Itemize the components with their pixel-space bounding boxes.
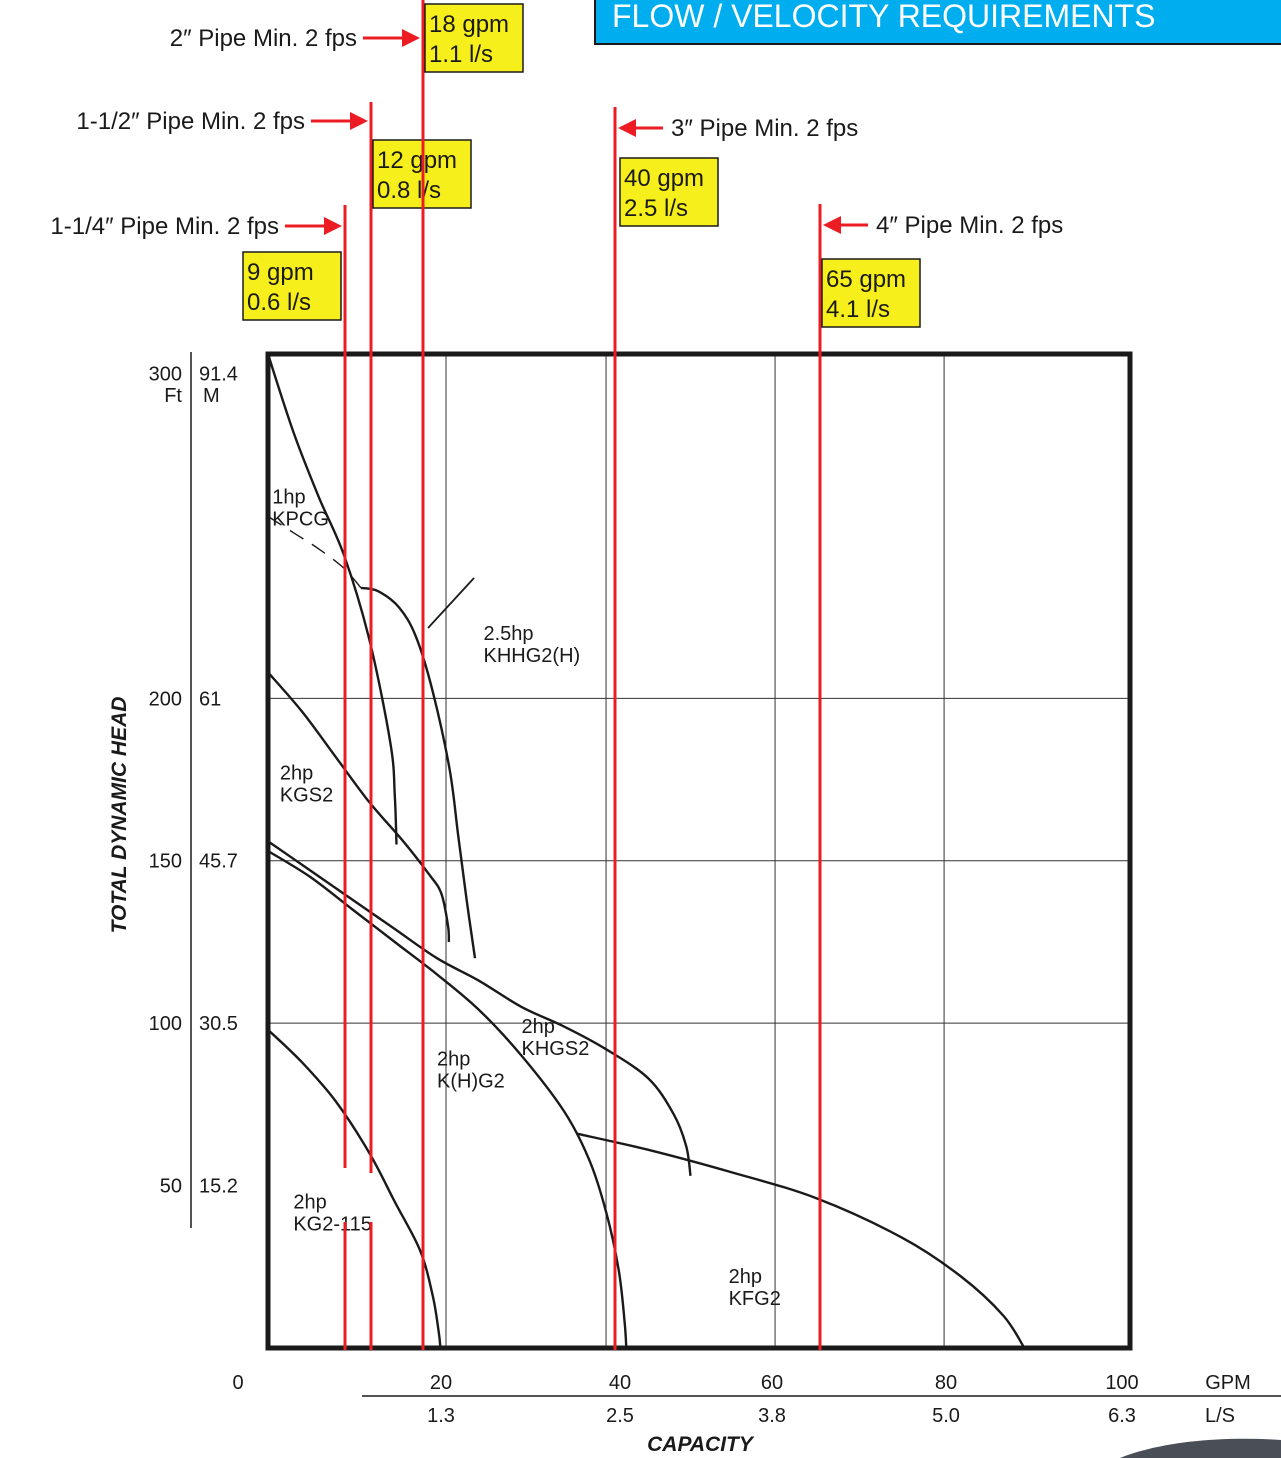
x-tick-gpm: 60 [761, 1372, 783, 1394]
flow-callout-ls: 0.8 l/s [377, 177, 441, 204]
y-tick-m: 45.7 [199, 851, 238, 873]
flow-callout-ls: 2.5 l/s [624, 195, 688, 222]
x-tick-gpm: 100 [1105, 1372, 1138, 1394]
curve-label: KHGS2 [522, 1038, 590, 1060]
flow-callout-box [619, 157, 719, 227]
pipe-arrow-head [324, 217, 342, 235]
pump-curve [267, 840, 692, 1176]
flow-callout-gpm: 40 gpm [624, 165, 704, 192]
y-tick-ft: 100 [149, 1013, 182, 1035]
pipe-label: 3″ Pipe Min. 2 fps [671, 115, 858, 142]
y-tick-m: 61 [199, 688, 221, 710]
pipe-arrow-head [350, 112, 368, 130]
curve-label: 2.5hp [484, 623, 534, 645]
curve-label: 2hp [522, 1016, 555, 1038]
pump-curve [267, 1028, 442, 1349]
x-unit-gpm: GPM [1205, 1372, 1251, 1394]
pump-curve [267, 849, 628, 1349]
flow-callout-box [242, 251, 342, 321]
y-tick-m: 15.2 [199, 1176, 238, 1198]
curve-label: KGS2 [280, 785, 333, 807]
curve-label: 2hp [293, 1191, 326, 1213]
x-tick-gpm: 80 [935, 1372, 957, 1394]
corner-swoosh [1120, 1438, 1281, 1458]
y-tick-ft: 300 [149, 363, 182, 385]
pipe-label: 1-1/4″ Pipe Min. 2 fps [50, 213, 279, 240]
curve-label: 2hp [280, 763, 313, 785]
chart-title: FLOW / VELOCITY REQUIREMENTS [612, 0, 1155, 34]
flow-callout-gpm: 12 gpm [377, 147, 457, 174]
x-tick-gpm: 20 [430, 1372, 452, 1394]
pump-curves: 1hpKPCG2.5hpKHHG2(H)2hpKGS22hpKHGS22hpK(… [266, 353, 1026, 1349]
curve-label: 2hp [437, 1048, 470, 1070]
y-axis-title: TOTAL DYNAMIC HEAD [108, 697, 131, 934]
pump-curve [266, 353, 398, 845]
pipe-label: 1-1/2″ Pipe Min. 2 fps [76, 108, 305, 135]
grid-lines [268, 354, 1130, 1348]
label-leader-line [427, 577, 475, 629]
flow-callout-ls: 4.1 l/s [826, 296, 890, 323]
x-tick-ls: 1.3 [427, 1405, 455, 1427]
flow-callout-gpm: 65 gpm [826, 266, 906, 293]
title-banner [594, 0, 1281, 45]
pump-curve [267, 515, 362, 589]
pump-curve [267, 671, 451, 943]
x-unit-ls: L/S [1205, 1405, 1235, 1427]
x-tick-ls: 3.8 [758, 1405, 786, 1427]
curve-label: KFG2 [729, 1288, 781, 1310]
y-tick-m: 30.5 [199, 1013, 238, 1035]
curve-label: 2hp [729, 1266, 762, 1288]
curve-label: KHHG2(H) [484, 645, 581, 667]
curve-label: 1hp [272, 486, 305, 508]
x-tick-ls: 6.3 [1108, 1405, 1136, 1427]
pipe-arrow-head [402, 29, 420, 47]
x-axis-title: CAPACITY [647, 1433, 755, 1456]
y-tick-m: 91.4 [199, 363, 238, 385]
y-unit-ft: Ft [164, 385, 182, 407]
pipe-arrow-head [618, 119, 636, 137]
flow-callout-box [424, 3, 524, 73]
x-tick-gpm: 40 [609, 1372, 631, 1394]
pump-curve [576, 1132, 1026, 1349]
flow-callout-box [821, 258, 921, 328]
x-tick-ls: 5.0 [932, 1405, 960, 1427]
flow-callout-gpm: 18 gpm [429, 11, 509, 38]
pipe-velocity-lines: 9 gpm 0.6 l/s 1-1/4″ Pipe Min. 2 fps 12 gpm… [50, 0, 1063, 1350]
plot-border [265, 351, 1133, 1351]
curve-label: KPCG [272, 508, 329, 530]
y-unit-m: M [203, 385, 220, 407]
y-tick-ft: 50 [160, 1176, 182, 1198]
x-tick-ls: 2.5 [606, 1405, 634, 1427]
pipe-label: 4″ Pipe Min. 2 fps [876, 212, 1063, 239]
axes: Ft M 300 91.4 200 61 150 45.7 100 30.5 50 15.2 0 20 1.… [149, 352, 1281, 1427]
flow-callout-ls: 1.1 l/s [429, 41, 493, 68]
plot-frame [265, 351, 1133, 1351]
y-tick-ft: 200 [149, 688, 182, 710]
flow-callout-gpm: 9 gpm [247, 259, 314, 286]
flow-callout-ls: 0.6 l/s [247, 289, 311, 316]
x-tick-gpm: 0 [232, 1372, 243, 1394]
pump-curve [360, 586, 477, 959]
y-tick-ft: 150 [149, 851, 182, 873]
curve-label: KG2-115 [293, 1213, 372, 1235]
curve-label: K(H)G2 [437, 1070, 505, 1092]
pipe-label: 2″ Pipe Min. 2 fps [170, 25, 357, 52]
pipe-arrow-head [823, 216, 841, 234]
